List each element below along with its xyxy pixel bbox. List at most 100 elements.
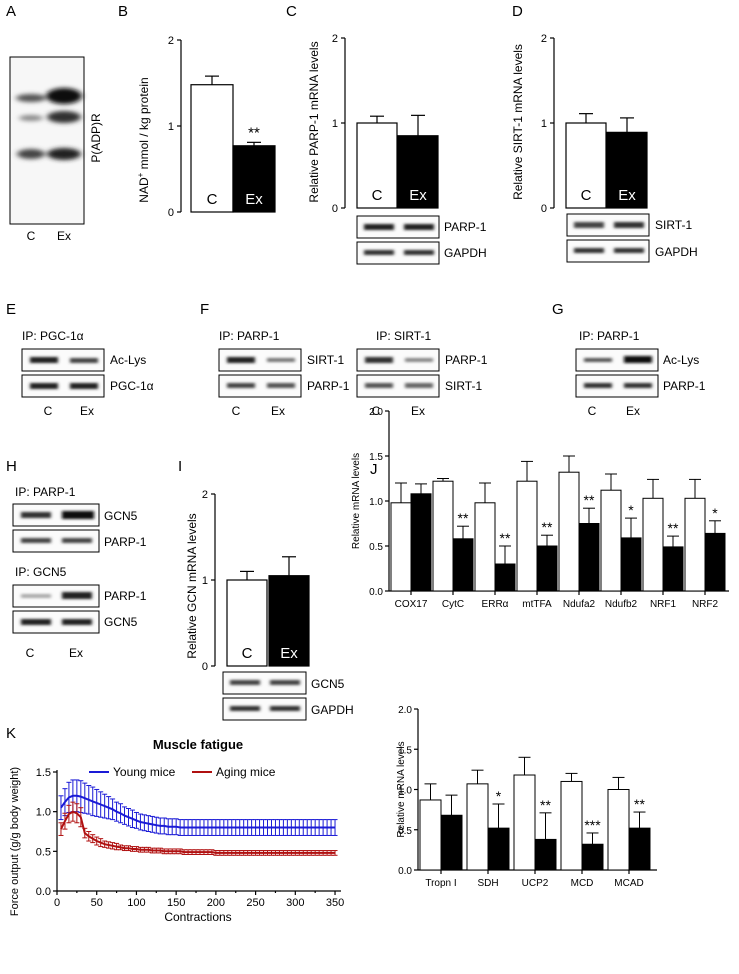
x-tick-label: 0 (54, 897, 60, 909)
chart-j1: 0.0 0.5 1.0 1.5 2.0 Relative mRNA levels COX17… (351, 407, 729, 610)
blot-d-2 (566, 239, 650, 263)
lane-label: C (27, 229, 36, 243)
blot-e-label-2: PGC-1α (110, 379, 154, 393)
bar-ex (662, 546, 684, 592)
blot-c-label-2: GAPDH (444, 246, 487, 260)
y-tick-label: 1.0 (398, 786, 412, 797)
y-tick-label: 2 (332, 33, 338, 45)
y-tick-label: 0 (332, 203, 338, 215)
panel-label-i: I (178, 458, 182, 475)
y-tick-label: 1 (332, 118, 338, 130)
bar-c (558, 471, 580, 592)
blot-c-1 (356, 215, 440, 239)
ip-label-h2: IP: GCN5 (15, 565, 67, 579)
y-tick-label: 2 (541, 33, 547, 45)
bar-ex (397, 135, 439, 209)
y-tick-label: 2 (168, 35, 174, 47)
significance-mark: ** (500, 530, 511, 546)
x-tick-label: Ndufa2 (563, 599, 596, 610)
significance-mark: ** (540, 797, 551, 813)
bar-ex (268, 575, 310, 667)
bar-ex (581, 843, 604, 871)
blot-g-label-2: PARP-1 (663, 379, 706, 393)
blot-g-1 (575, 348, 659, 372)
blot-i-label-1: GCN5 (311, 677, 345, 691)
blot-f-label-2: PARP-1 (307, 379, 350, 393)
y-tick-label: 1 (202, 575, 208, 587)
y-tick-label: 1.5 (398, 745, 412, 756)
x-tick-label: NRF1 (650, 599, 677, 610)
bar-ex (494, 563, 516, 592)
bar-label: Ex (409, 187, 427, 204)
bar-label: C (581, 187, 592, 204)
x-tick-label: UCP2 (522, 878, 549, 889)
bar-ex (410, 493, 432, 592)
blot-h-3 (12, 584, 100, 608)
panel-label-a: A (6, 3, 16, 20)
significance-mark: * (496, 788, 502, 804)
blot-i-label-2: GAPDH (311, 703, 354, 717)
blot-d-1 (566, 213, 650, 237)
significance-mark: ** (458, 510, 469, 526)
chart-j2: 0.0 0.5 1.0 1.5 2.0 Relative mRNA levels Tropn… (396, 705, 657, 889)
blot-a-bands (16, 88, 82, 160)
significance-mark: * (628, 502, 634, 518)
bar-ex (704, 532, 726, 592)
x-tick-label: Tropn I (425, 878, 456, 889)
x-tick-label: Ndufb2 (605, 599, 638, 610)
y-axis-label: Relative mRNA levels (396, 741, 407, 837)
bar-label: Ex (245, 191, 263, 208)
y-tick-label: 0 (541, 203, 547, 215)
y-tick-label: 0.0 (369, 587, 383, 598)
significance-mark: *** (584, 817, 601, 833)
lane-label: Ex (80, 404, 94, 418)
ip-label-h1: IP: PARP-1 (15, 485, 76, 499)
x-tick-label: COX17 (395, 599, 428, 610)
y-tick-label: 0 (168, 207, 174, 219)
blot-f-4 (356, 374, 440, 398)
blot-h-1 (12, 503, 100, 527)
blot-e-label-1: Ac-Lys (110, 353, 146, 367)
blot-a-label: P(ADP)R (89, 113, 103, 163)
blot-f-3 (356, 348, 440, 372)
panel-label-e: E (6, 301, 16, 318)
bar-c (432, 480, 454, 592)
bar-c (390, 502, 412, 592)
y-tick-label: 0.5 (369, 542, 383, 553)
y-tick-label: 0 (202, 661, 208, 673)
blot-h-4 (12, 610, 100, 634)
chart-c: 0 1 2 C Ex (332, 33, 439, 215)
lane-label: C (44, 404, 53, 418)
bar-c (356, 122, 398, 209)
x-axis-label: Contractions (164, 910, 231, 924)
lane-label: C (588, 404, 597, 418)
y-tick-label: 0.5 (36, 846, 51, 858)
lane-label: C (372, 404, 381, 418)
bar-ex (452, 538, 474, 592)
blot-c-label-1: PARP-1 (444, 220, 487, 234)
y-tick-label: 0.0 (36, 886, 51, 898)
lane-label: Ex (271, 404, 285, 418)
panel-label-f: F (200, 301, 209, 318)
lane-label: Ex (57, 229, 71, 243)
significance-mark: ** (584, 492, 595, 508)
bar-c (516, 480, 538, 592)
x-tick-label: 50 (91, 897, 103, 909)
bar-c (560, 780, 583, 871)
bar-ex (578, 523, 600, 592)
x-tick-label: 200 (207, 897, 225, 909)
legend-label: Young mice (113, 765, 176, 779)
blot-i-1 (222, 671, 307, 695)
y-axis-label: Force output (g/g body weight) (9, 767, 21, 916)
panel-label-j: J (370, 461, 378, 478)
bar-c (466, 783, 489, 871)
panel-label-c: C (286, 3, 297, 20)
x-tick-label: MCD (571, 878, 594, 889)
ip-label-e: IP: PGC-1α (22, 329, 84, 343)
bar-ex (487, 827, 510, 871)
chart-i: 0 1 2 C Ex (202, 489, 310, 673)
blot-f-2 (218, 374, 302, 398)
x-tick-label: 300 (286, 897, 304, 909)
blot-d-label-2: GAPDH (655, 245, 698, 259)
lane-label: C (26, 646, 35, 660)
